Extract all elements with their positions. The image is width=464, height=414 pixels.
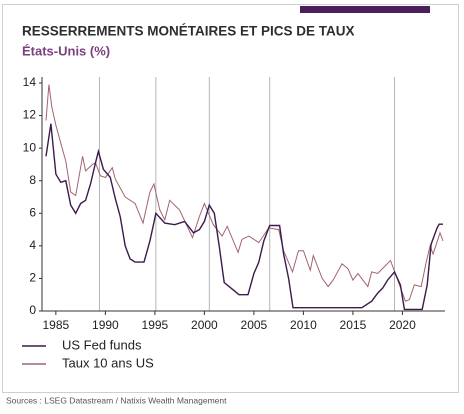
y-tick-label: 0 bbox=[29, 303, 36, 317]
y-tick-label: 4 bbox=[29, 238, 36, 252]
line-series bbox=[45, 84, 444, 302]
y-tick-label: 14 bbox=[23, 75, 37, 89]
y-tick-label: 10 bbox=[23, 140, 37, 154]
source: Sources : LSEG Datastream / Natixis Weal… bbox=[6, 395, 227, 405]
y-tick-label: 2 bbox=[29, 271, 36, 285]
x-tick-label: 2010 bbox=[290, 318, 317, 332]
card bbox=[2, 4, 459, 393]
x-tick-label: 2005 bbox=[241, 318, 268, 332]
y-tick-label: 12 bbox=[23, 108, 37, 122]
legend-label: Taux 10 ans US bbox=[62, 355, 154, 370]
y-tick-label: 6 bbox=[29, 205, 36, 219]
chart-subtitle: États-Unis (%) bbox=[22, 43, 110, 58]
line-series bbox=[45, 123, 443, 311]
x-tick-label: 2020 bbox=[389, 318, 416, 332]
x-tick-label: 2000 bbox=[191, 318, 218, 332]
x-tick-label: 1990 bbox=[92, 318, 119, 332]
y-tick-label: 8 bbox=[29, 173, 36, 187]
x-tick-label: 2015 bbox=[340, 318, 367, 332]
legend-label: US Fed funds bbox=[62, 337, 142, 352]
chart-title: RESSERREMENTS MONÉTAIRES ET PICS DE TAUX bbox=[22, 24, 355, 39]
x-tick-label: 1995 bbox=[142, 318, 169, 332]
accent-bar bbox=[300, 6, 430, 13]
x-tick-label: 1985 bbox=[43, 318, 70, 332]
